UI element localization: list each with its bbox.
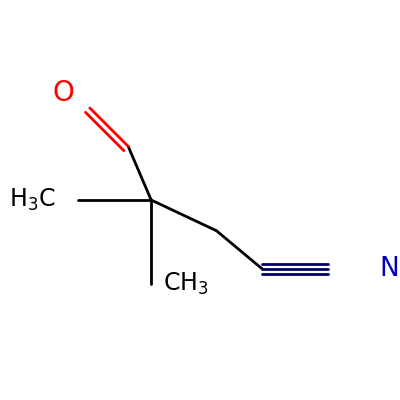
Text: H$_3$C: H$_3$C bbox=[9, 187, 55, 213]
Text: N: N bbox=[379, 256, 399, 282]
Text: O: O bbox=[52, 79, 74, 107]
Text: CH$_3$: CH$_3$ bbox=[163, 271, 208, 298]
